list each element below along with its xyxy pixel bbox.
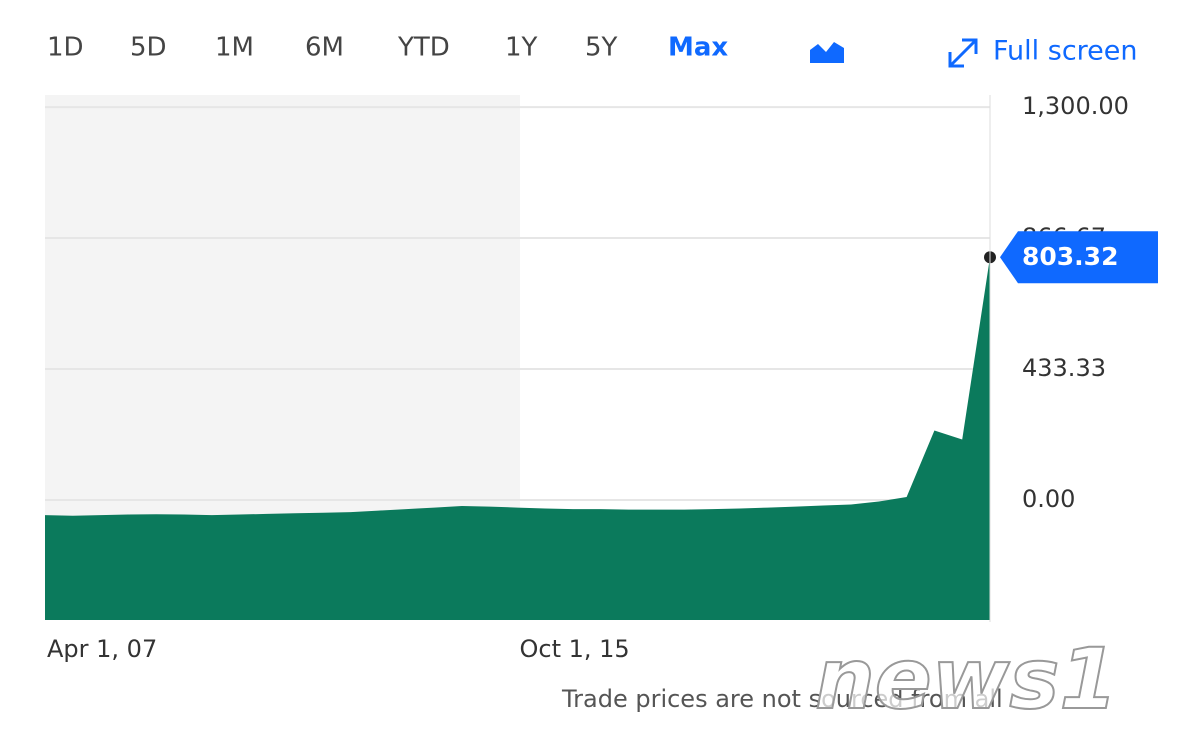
range-button[interactable]: 1D bbox=[47, 33, 84, 63]
last-price-tag bbox=[1000, 231, 1158, 284]
range-button[interactable]: 5Y bbox=[585, 33, 618, 63]
toolbar: 1D 5D 1M 6M YTD 1Y 5Y Max bbox=[47, 33, 728, 63]
range-button[interactable]: YTD bbox=[397, 33, 450, 63]
full-screen-button[interactable]: Full screen bbox=[993, 36, 1138, 67]
price-area bbox=[45, 257, 990, 620]
watermark: news1 bbox=[815, 630, 1118, 728]
x-tick-label: Oct 1, 15 bbox=[520, 635, 630, 663]
range-button[interactable]: Max bbox=[668, 33, 728, 63]
footnote: Trade prices are not sourced from all bbox=[561, 685, 1003, 713]
y-tick-label: 433.33 bbox=[1022, 354, 1106, 382]
y-tick-label: 0.00 bbox=[1022, 485, 1075, 513]
chart-type-icon[interactable] bbox=[810, 42, 844, 63]
y-tick-label: 1,300.00 bbox=[1022, 92, 1129, 120]
range-button[interactable]: 5D bbox=[130, 33, 167, 63]
range-button[interactable]: 1Y bbox=[505, 33, 538, 63]
x-tick-label: Apr 1, 07 bbox=[47, 635, 157, 663]
range-button[interactable]: 6M bbox=[305, 33, 344, 63]
last-price-label: 803.32 bbox=[1022, 242, 1118, 271]
range-button[interactable]: 1M bbox=[215, 33, 254, 63]
full-screen-icon[interactable] bbox=[948, 38, 978, 68]
